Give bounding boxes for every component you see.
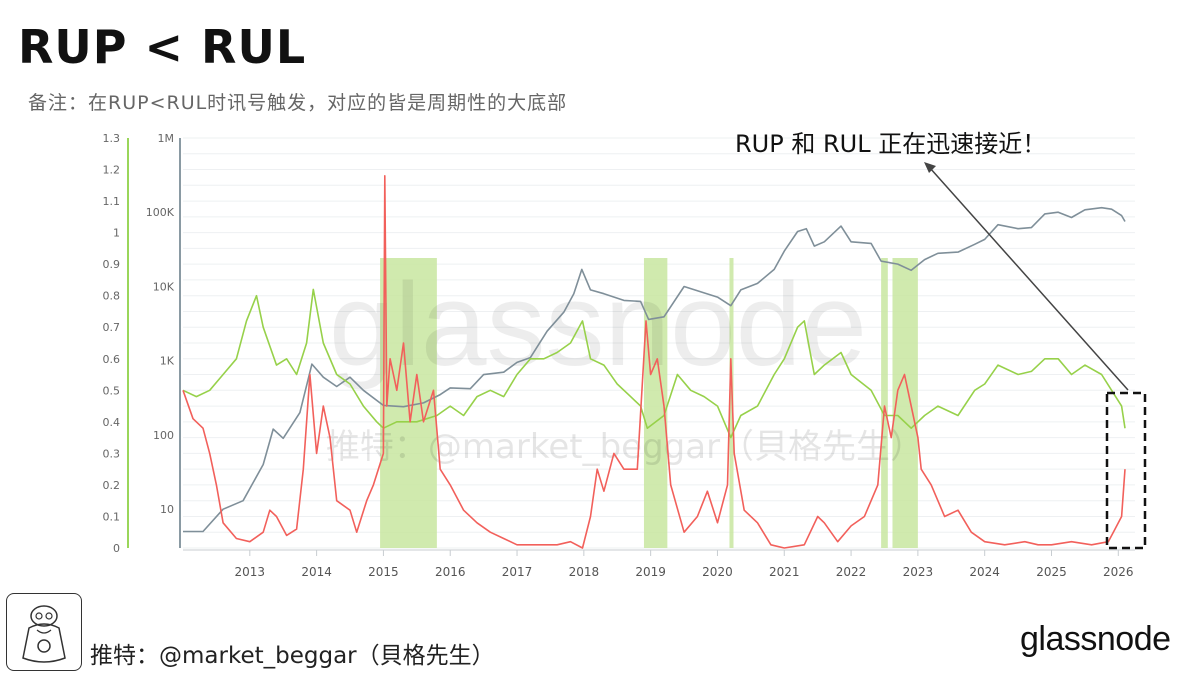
left-axis-tick-label: 0.8 [103,290,121,303]
left-axis-tick-label: 1 [113,227,120,240]
series-layer [182,175,1126,549]
price-axis-tick-label: 1K [160,355,175,368]
price-axis-tick-label: 10K [153,280,175,293]
signal-band [643,258,668,548]
x-axis-tick-label: 2026 [1103,565,1134,579]
signal-band [729,258,734,548]
left-axis-tick-label: 0.5 [103,384,121,397]
chart-title: RUP < RUL [18,20,307,74]
x-axis-tick-label: 2024 [969,565,1000,579]
x-axis-tick-label: 2017 [502,565,533,579]
left-axis-tick-label: 0 [113,542,120,555]
x-axis-tick-label: 2016 [435,565,466,579]
watermark-credit: 推特：@market_beggar（貝格先生） [326,427,924,467]
left-axis-tick-label: 0.2 [103,479,121,492]
left-axis-tick-label: 0.9 [103,258,121,271]
glassnode-logo: glassnode [1020,620,1171,658]
avatar [6,593,82,671]
x-axis-tick-label: 2020 [702,565,733,579]
left-axis-tick-label: 1.1 [103,195,121,208]
x-axis-tick-label: 2021 [769,565,800,579]
price-series-line [183,206,1126,533]
patrick-avatar-icon [22,605,66,663]
footer-credit: 推特：@market_beggar（貝格先生） [90,643,495,669]
x-axis-tick-label: 2018 [569,565,600,579]
price-axis-tick-label: 10 [160,503,174,516]
annotation-arrow [929,167,1129,391]
signal-band [881,258,888,548]
grid-layer [183,137,1135,549]
x-axis-tick-label: 2022 [836,565,867,579]
left-axis-tick-label: 0.4 [103,416,121,429]
price-axis-tick-label: 1M [158,132,175,145]
price-axis-tick-label: 100K [146,206,175,219]
x-axis-tick-label: 2019 [635,565,666,579]
left-axis-tick-label: 0.7 [103,321,121,334]
x-axis-tick-label: 2015 [368,565,399,579]
left-axis-tick-label: 0.1 [103,510,121,523]
left-axis-tick-label: 0.6 [103,353,121,366]
left-axis-tick-label: 1.3 [103,132,121,145]
x-axis-tick-label: 2014 [301,565,332,579]
annotation-text: RUP 和 RUL 正在迅速接近！ [735,130,1046,158]
x-axis-tick-label: 2013 [235,565,266,579]
left-axis-tick-label: 1.2 [103,164,121,177]
rup-series-line [182,175,1126,549]
x-axis-tick-label: 2025 [1036,565,1067,579]
annotation-arrowhead [924,162,936,173]
price-axis-tick-label: 100 [153,429,174,442]
chart-subtitle: 备注：在RUP<RUL时讯号触发，对应的皆是周期性的大底部 [28,92,568,114]
axes: 1.3 1.2 1.1 1 0.9 0.8 0.7 0.6 0.5 0.4 0.3 0.2 0.1 0 1M… [103,132,1135,579]
watermark-glassnode: glassnode [329,259,867,391]
left-axis-tick-label: 0.3 [103,447,121,460]
highlight-box [1105,391,1147,550]
x-axis-tick-label: 2023 [903,565,934,579]
